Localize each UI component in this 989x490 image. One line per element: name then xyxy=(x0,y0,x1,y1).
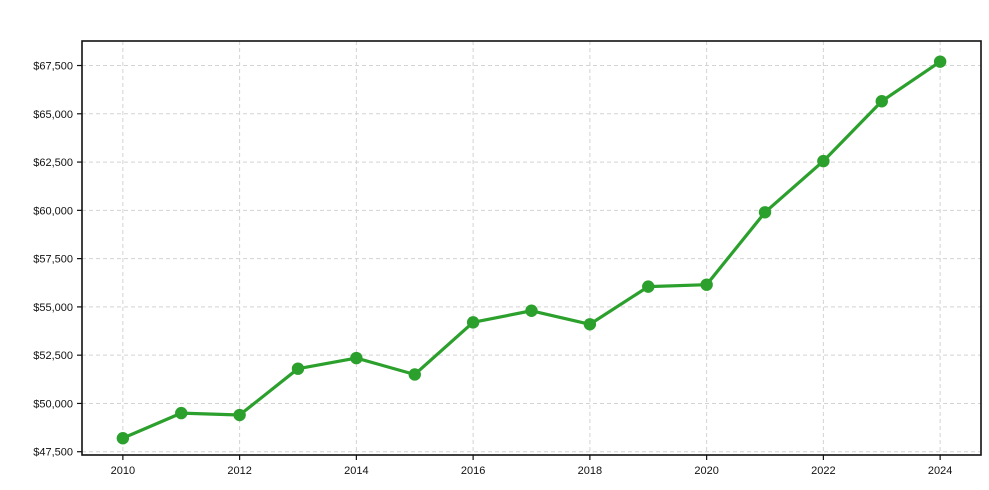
x-tick-label: 2022 xyxy=(811,465,835,477)
y-tick-label: $65,000 xyxy=(33,109,73,121)
data-point xyxy=(875,95,888,108)
data-point xyxy=(525,304,538,317)
data-point xyxy=(642,280,655,293)
x-tick-label: 2012 xyxy=(227,465,251,477)
x-tick-label: 2020 xyxy=(694,465,718,477)
data-point xyxy=(291,362,305,375)
data-point xyxy=(817,154,830,168)
y-tick-label: $55,000 xyxy=(33,302,73,314)
y-tick-label: $67,500 xyxy=(33,61,73,73)
y-tick-label: $60,000 xyxy=(33,205,73,217)
x-tick-label: 2010 xyxy=(111,465,135,477)
data-point xyxy=(350,351,363,365)
y-tick-label: $50,000 xyxy=(33,398,73,410)
y-tick-label: $62,500 xyxy=(33,157,73,169)
data-point xyxy=(700,278,713,291)
data-point xyxy=(758,206,772,219)
plot-border xyxy=(81,40,982,456)
plot-area xyxy=(82,41,981,455)
data-point xyxy=(933,55,947,68)
x-tick-label: 2018 xyxy=(578,465,602,477)
data-point xyxy=(583,318,597,331)
data-point xyxy=(408,368,421,381)
y-tick-label: $52,500 xyxy=(33,350,73,362)
x-tick-label: 2014 xyxy=(344,465,368,477)
data-point xyxy=(233,408,246,422)
x-tick-label: 2024 xyxy=(928,465,952,477)
x-tick-label: 2016 xyxy=(461,465,485,477)
data-point xyxy=(175,406,188,420)
data-point xyxy=(116,432,130,445)
y-tick-label: $47,500 xyxy=(33,447,73,459)
data-point xyxy=(466,316,480,329)
y-tick-label: $57,500 xyxy=(33,254,73,266)
